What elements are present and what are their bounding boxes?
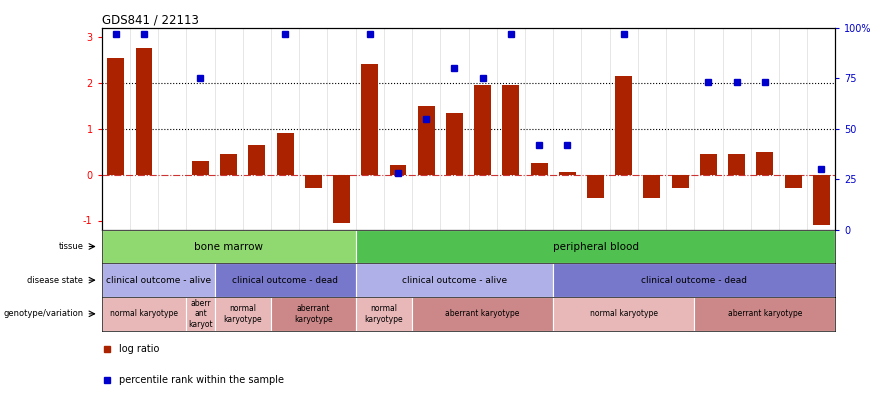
Bar [418,106,435,175]
Bar [587,175,604,198]
Bar [700,154,717,175]
Bar [107,57,125,175]
Bar [446,112,463,175]
Text: normal
karyotype: normal karyotype [364,304,403,324]
Bar [474,85,492,175]
Bar [355,297,412,331]
Text: peripheral blood: peripheral blood [552,242,638,251]
Bar [812,175,830,225]
Bar [271,297,355,331]
Text: disease state: disease state [27,276,83,285]
Text: normal
karyotype: normal karyotype [224,304,262,324]
Text: normal karyotype: normal karyotype [590,309,658,318]
Bar [333,175,350,223]
Bar [672,175,689,188]
Text: GDS841 / 22113: GDS841 / 22113 [102,13,199,27]
Text: genotype/variation: genotype/variation [4,309,83,318]
Bar [277,133,293,175]
Bar [215,263,355,297]
Bar [248,145,265,175]
Text: clinical outcome - dead: clinical outcome - dead [232,276,338,285]
Bar [362,65,378,175]
Bar [102,263,215,297]
Text: bone marrow: bone marrow [194,242,263,251]
Bar [785,175,802,188]
Bar [559,172,575,175]
Bar [757,152,774,175]
Bar [412,297,553,331]
Text: aberr
ant
karyot: aberr ant karyot [188,299,213,329]
Bar [355,263,553,297]
Bar [615,76,632,175]
Text: clinical outcome - alive: clinical outcome - alive [402,276,507,285]
Bar [694,297,835,331]
Text: tissue: tissue [58,242,83,251]
Bar [390,166,407,175]
Bar [728,154,745,175]
Bar [102,230,355,263]
Bar [215,297,271,331]
Text: clinical outcome - alive: clinical outcome - alive [105,276,210,285]
Bar [220,154,237,175]
Text: normal karyotype: normal karyotype [110,309,178,318]
Text: log ratio: log ratio [118,344,159,354]
Bar [553,297,694,331]
Text: aberrant karyotype: aberrant karyotype [446,309,520,318]
Bar [530,163,547,175]
Bar [192,161,209,175]
Text: aberrant karyotype: aberrant karyotype [728,309,802,318]
Bar [502,85,519,175]
Text: percentile rank within the sample: percentile rank within the sample [118,375,284,385]
Text: aberrant
karyotype: aberrant karyotype [294,304,332,324]
Bar [187,297,215,331]
Bar [553,263,835,297]
Bar [135,48,152,175]
Bar [102,297,187,331]
Text: clinical outcome - dead: clinical outcome - dead [641,276,747,285]
Bar [355,230,835,263]
Bar [644,175,660,198]
Bar [305,175,322,188]
